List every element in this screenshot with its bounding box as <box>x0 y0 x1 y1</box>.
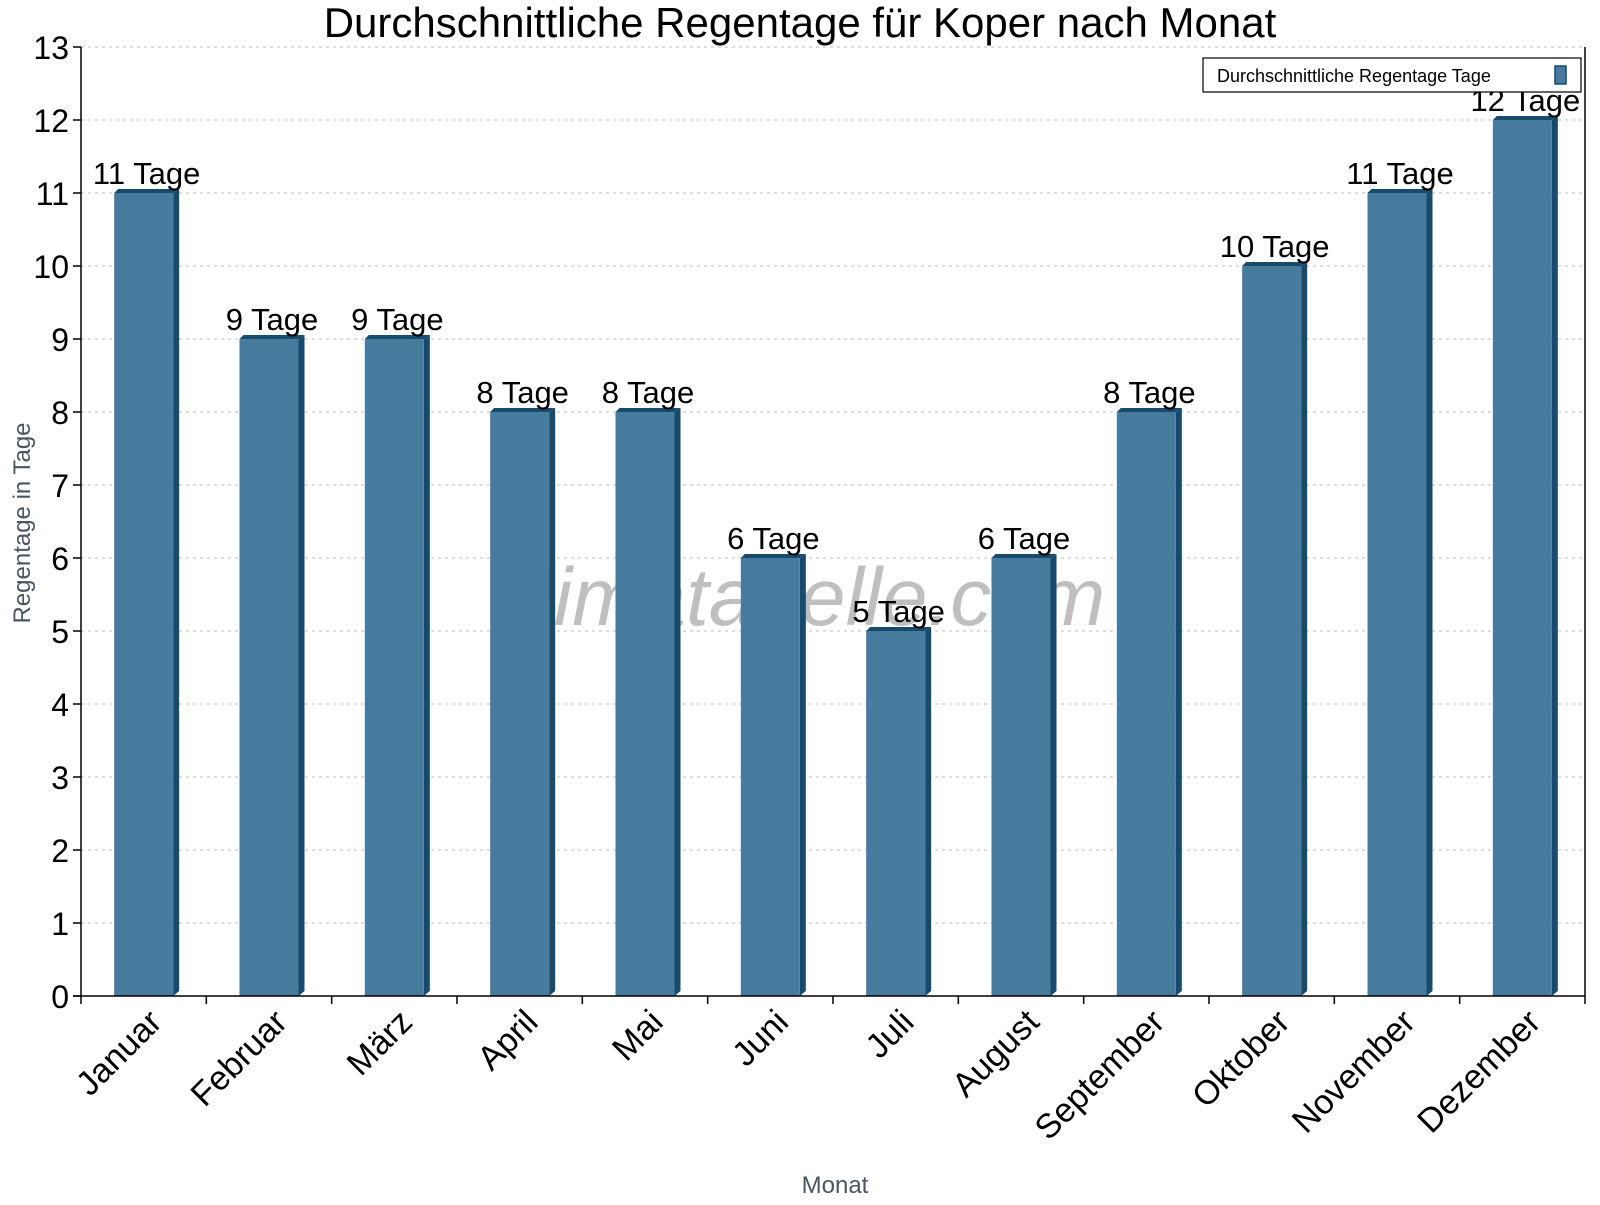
x-tick-label: November <box>1285 1003 1423 1141</box>
bar-face <box>740 558 800 996</box>
bar-top <box>1242 262 1308 266</box>
bar-side <box>1426 189 1433 996</box>
bar-face <box>1367 193 1427 996</box>
y-axis-label: Regentage in Tage <box>9 422 36 623</box>
bar <box>1242 262 1308 996</box>
x-tick-label: Februar <box>184 1003 295 1114</box>
bar-top <box>740 554 806 558</box>
x-tick-label: April <box>470 1003 545 1078</box>
x-tick-label: Mai <box>605 1003 671 1069</box>
x-tick-label: August <box>945 1002 1047 1104</box>
bar <box>866 627 932 996</box>
legend-swatch <box>1554 65 1567 85</box>
bar-face <box>490 412 550 996</box>
bar <box>991 554 1057 996</box>
grid-lines <box>81 46 1585 924</box>
x-tick-label: September <box>1028 1003 1172 1147</box>
data-label: 10 Tage <box>1220 229 1330 264</box>
bar-side <box>298 335 305 996</box>
y-tick-label: 11 <box>36 176 69 212</box>
y-tick-label: 2 <box>51 833 69 869</box>
x-tick-label: März <box>340 1003 420 1083</box>
data-label: 11 Tage <box>93 156 200 191</box>
y-tick-label: 10 <box>33 249 69 285</box>
y-tick-label: 6 <box>51 541 69 577</box>
bar-face <box>364 339 424 996</box>
bar-face <box>1492 120 1552 996</box>
data-label: 6 Tage <box>978 521 1071 556</box>
bar <box>239 335 305 996</box>
x-tick-labels: Januar Februar März April Mai Juni Juli AugustS… <box>69 1002 1548 1147</box>
bar <box>740 554 806 996</box>
bar-top <box>1116 408 1182 412</box>
x-axis-label: Monat <box>802 1172 869 1199</box>
chart-title: Durchschnittliche Regentage für Koper na… <box>324 0 1277 46</box>
data-label: 8 Tage <box>476 375 569 410</box>
bar <box>364 335 430 996</box>
bar-face <box>239 339 299 996</box>
x-tick-label: Juli <box>858 1003 921 1066</box>
bar-face <box>615 412 675 996</box>
bar-top <box>866 627 932 631</box>
data-label: 8 Tage <box>602 375 695 410</box>
bar-side <box>1551 116 1558 996</box>
y-tick-label: 0 <box>51 979 69 1015</box>
bar-top <box>1367 189 1433 193</box>
y-tick-label: 3 <box>51 760 69 796</box>
bar <box>1116 408 1182 996</box>
bar-top <box>114 189 180 193</box>
bar-side <box>423 335 430 996</box>
bar <box>615 408 681 996</box>
data-label: 9 Tage <box>351 302 444 337</box>
bar-side <box>799 554 806 996</box>
bar <box>1492 116 1558 996</box>
bar-face <box>114 193 174 996</box>
y-tick-label: 1 <box>51 906 69 942</box>
bar-face <box>991 558 1051 996</box>
data-label: 11 Tage <box>1346 156 1453 191</box>
bar <box>114 189 180 996</box>
y-tick-label: 13 <box>33 30 69 66</box>
bar-face <box>1242 266 1302 996</box>
axes <box>73 46 1586 1004</box>
y-tick-label: 8 <box>51 395 69 431</box>
bar-top <box>1492 116 1558 120</box>
bar-top <box>490 408 556 412</box>
data-label: 9 Tage <box>226 302 319 337</box>
bar-side <box>1050 554 1057 996</box>
bar-top <box>615 408 681 412</box>
bar-face <box>1116 412 1176 996</box>
data-label: 5 Tage <box>852 594 945 629</box>
bar <box>490 408 556 996</box>
y-tick-label: 7 <box>51 468 69 504</box>
bar-side <box>1175 408 1182 996</box>
legend-box <box>1202 57 1582 93</box>
x-tick-label: Dezember <box>1410 1003 1548 1141</box>
data-label: 6 Tage <box>727 521 820 556</box>
legend-label: Durchschnittliche Regentage Tage <box>1217 66 1491 86</box>
y-tick-label: 9 <box>51 322 69 358</box>
data-labels: 11 Tage 9 Tage 9 Tage 8 Tage 8 Tage 6 Tage 5 T… <box>93 83 1580 629</box>
bar-side <box>549 408 556 996</box>
bar-top <box>239 335 305 339</box>
data-label: 8 Tage <box>1103 375 1196 410</box>
bar-side <box>1301 262 1308 996</box>
bar <box>1367 189 1433 996</box>
x-tick-label: Oktober <box>1185 1003 1297 1115</box>
x-tick-label: Juni <box>725 1003 796 1074</box>
x-tick-label: Januar <box>69 1003 169 1103</box>
bar-side <box>674 408 681 996</box>
bar-top <box>364 335 430 339</box>
bar-side <box>173 189 180 996</box>
y-tick-label: 4 <box>51 687 69 723</box>
y-tick-label: 12 <box>33 103 69 139</box>
y-tick-label: 5 <box>51 614 69 650</box>
bar-face <box>866 631 926 996</box>
bars <box>114 116 1558 996</box>
bar-side <box>925 627 932 996</box>
legend: Durchschnittliche Regentage Tage <box>1202 57 1582 93</box>
bar-top <box>991 554 1057 558</box>
